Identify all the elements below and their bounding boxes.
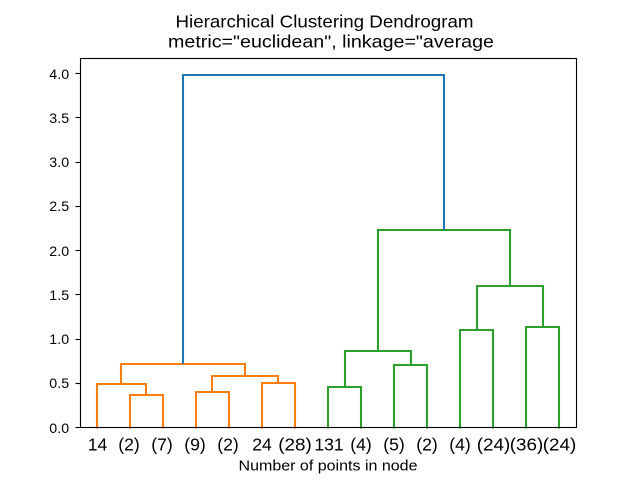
svg-text:Hierarchical Clustering Dendro: Hierarchical Clustering Dendrogram xyxy=(176,12,474,32)
svg-text:(4): (4) xyxy=(350,435,372,455)
svg-text:1.0: 1.0 xyxy=(49,332,69,348)
svg-text:(9): (9) xyxy=(184,435,206,455)
svg-text:2.5: 2.5 xyxy=(49,199,69,215)
svg-text:(24): (24) xyxy=(477,435,511,455)
svg-text:(36): (36) xyxy=(510,435,544,455)
svg-text:0.5: 0.5 xyxy=(49,376,69,392)
svg-text:(2): (2) xyxy=(118,435,140,455)
svg-text:(24): (24) xyxy=(543,435,577,455)
svg-text:(5): (5) xyxy=(383,435,405,455)
svg-text:3.5: 3.5 xyxy=(49,111,69,127)
svg-text:131: 131 xyxy=(314,435,343,455)
svg-text:(4): (4) xyxy=(449,435,471,455)
svg-text:14: 14 xyxy=(88,435,108,455)
svg-text:2.0: 2.0 xyxy=(49,244,69,260)
svg-text:(2): (2) xyxy=(416,435,438,455)
svg-text:(2): (2) xyxy=(217,435,239,455)
svg-text:1.5: 1.5 xyxy=(49,288,69,304)
svg-text:24: 24 xyxy=(252,435,272,455)
svg-text:4.0: 4.0 xyxy=(49,67,69,83)
svg-text:3.0: 3.0 xyxy=(49,155,69,171)
svg-text:(7): (7) xyxy=(151,435,173,455)
svg-text:metric="euclidean", linkage="a: metric="euclidean", linkage="average xyxy=(168,32,494,52)
svg-text:Number of points in node: Number of points in node xyxy=(239,459,418,475)
svg-text:0.0: 0.0 xyxy=(49,421,69,437)
svg-text:(28): (28) xyxy=(278,435,312,455)
